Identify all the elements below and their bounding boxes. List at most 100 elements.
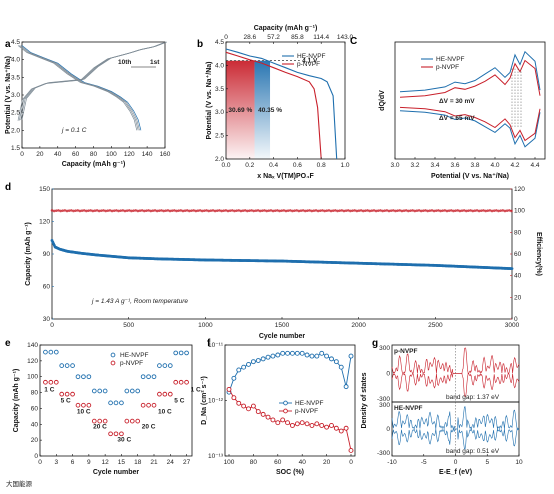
plot-frame: [39, 344, 193, 457]
point-HE-NVPF: [178, 350, 184, 356]
x-tick-label: 10: [515, 459, 523, 466]
efficiency-point: [447, 209, 451, 212]
efficiency-point: [413, 209, 417, 213]
point-HE-NVPF: [309, 353, 315, 359]
efficiency-point: [282, 209, 286, 212]
efficiency-point: [351, 209, 354, 212]
efficiency-point: [441, 209, 444, 212]
point-HE-NVPF: [86, 374, 92, 380]
efficiency-point: [209, 209, 213, 212]
efficiency-point: [477, 209, 481, 213]
efficiency-point: [407, 209, 410, 213]
point-p-NVPF: [241, 403, 247, 409]
point-p-NVPF: [140, 402, 146, 408]
top-x-tick-label: 143.0: [337, 34, 354, 41]
efficiency-point: [192, 209, 195, 212]
efficiency-point: [246, 209, 249, 213]
point-HE-NVPF: [70, 363, 75, 368]
panel-g: [391, 344, 520, 457]
point-HE-NVPF: [129, 388, 135, 394]
efficiency-point: [63, 209, 67, 212]
efficiency-point: [394, 209, 397, 213]
efficiency-point: [250, 209, 253, 212]
efficiency-point: [100, 209, 103, 212]
efficiency-point: [299, 209, 303, 212]
efficiency-point: [357, 209, 361, 212]
efficiency-point: [190, 209, 193, 212]
point-HE-NVPF: [157, 363, 162, 368]
point-p-NVPF: [48, 379, 54, 385]
point-p-NVPF: [338, 428, 344, 434]
efficiency-point: [503, 209, 507, 213]
y-tick-label: 20: [31, 437, 39, 444]
efficiency-point: [458, 209, 462, 213]
efficiency-point: [473, 209, 477, 212]
efficiency-point: [295, 209, 299, 212]
x-tick-label: 12: [102, 459, 110, 466]
y-tick-label: 3.5: [11, 74, 20, 81]
y-tick-label: 120: [27, 358, 38, 365]
point-p-NVPF: [304, 421, 310, 427]
point-p-NVPF: [91, 418, 97, 424]
efficiency-point: [74, 209, 77, 212]
y-axis-title: Potential (V vs. Na⁺/Na): [205, 62, 213, 140]
efficiency-point: [334, 209, 337, 212]
efficiency-point: [291, 209, 294, 213]
efficiency-point: [293, 209, 296, 212]
efficiency-point: [312, 209, 316, 212]
band-gap-label: band gap: 1.37 eV: [446, 394, 500, 401]
point-p-NVPF: [314, 421, 320, 427]
efficiency-point: [205, 209, 208, 212]
point-p-NVPF: [86, 402, 92, 408]
efficiency-point: [170, 209, 174, 212]
point-HE-NVPF: [246, 361, 251, 367]
efficiency-point: [387, 209, 391, 213]
point-p-NVPF: [81, 402, 86, 408]
y-tick-label: 60: [43, 284, 51, 291]
legend-entry: HE-NVPF: [120, 352, 149, 359]
x-tick-label: 1500: [275, 322, 290, 329]
efficiency-point: [404, 209, 408, 212]
efficiency-point: [374, 209, 378, 213]
efficiency-point: [91, 209, 95, 213]
cycle-label-1st: 1st: [150, 59, 160, 66]
y-tick-label: 120: [39, 219, 50, 226]
point-p-NVPF: [309, 423, 315, 428]
efficiency-point: [117, 209, 120, 213]
point-HE-NVPF: [343, 384, 349, 390]
point-HE-NVPF: [124, 388, 130, 394]
efficiency-point: [340, 209, 344, 212]
x-tick-label: 20: [36, 151, 44, 158]
point-p-NVPF: [294, 421, 300, 427]
efficiency-point: [67, 209, 71, 212]
x-tick-label: 21: [150, 459, 158, 466]
efficiency-point: [258, 209, 262, 213]
efficiency-point: [314, 209, 318, 212]
cycle-label-10th: 10th: [118, 59, 131, 66]
efficiency-point: [93, 209, 97, 212]
legend-marker: [283, 408, 288, 414]
efficiency-point: [140, 209, 144, 212]
rate-label: 30 C: [117, 436, 131, 443]
efficiency-point: [181, 209, 185, 213]
series-HE-NVPF: [225, 48, 338, 160]
y-tick-label: 2.0: [11, 127, 20, 134]
efficiency-point: [218, 209, 221, 212]
efficiency-point: [248, 209, 251, 212]
current-density-annotation: j = 1.43 A g⁻¹, Room temperature: [91, 298, 188, 305]
y-tick-label: 2.0: [215, 156, 224, 163]
efficiency-point: [402, 209, 406, 212]
point-HE-NVPF: [81, 374, 86, 380]
efficiency-point: [392, 209, 395, 212]
efficiency-point: [325, 209, 329, 212]
y-tick-label: 4.0: [215, 62, 224, 69]
efficiency-point: [185, 209, 189, 212]
x-tick-label: 27: [183, 459, 191, 466]
efficiency-point: [231, 209, 234, 212]
point-HE-NVPF: [97, 388, 103, 394]
x-tick-label: 4.0: [490, 162, 499, 169]
panel-b: [225, 41, 346, 160]
point-p-NVPF: [329, 423, 334, 428]
efficiency-point: [261, 209, 264, 212]
efficiency-point: [76, 209, 80, 212]
